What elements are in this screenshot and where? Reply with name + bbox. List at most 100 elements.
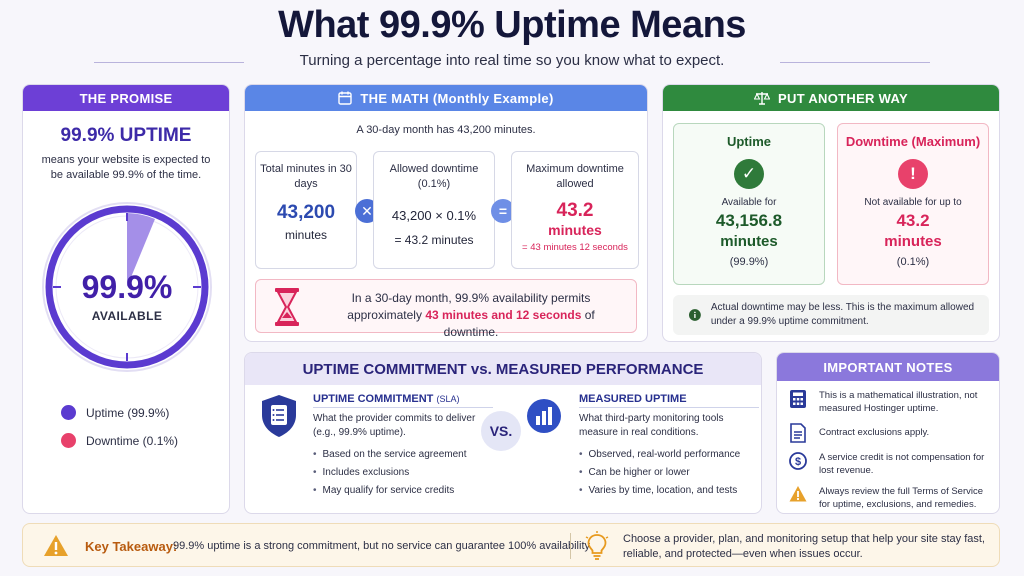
promise-title: 99.9% UPTIME	[60, 125, 192, 146]
another-way-note: Actual downtime may be less. This is the…	[673, 295, 989, 335]
notes-header: IMPORTANT NOTES	[777, 353, 999, 381]
note-item: Always review the full Terms of Service …	[789, 485, 991, 511]
commitment-title-text: UPTIME COMMITMENT	[313, 393, 434, 405]
max-downtime-value: 43.2	[556, 200, 594, 221]
lightbulb-icon	[585, 531, 609, 560]
legend-downtime-label: Downtime (0.1%)	[86, 433, 179, 448]
downtime-card: Downtime (Maximum) ! Not available for u…	[837, 123, 989, 285]
purple-dot-icon	[61, 405, 76, 420]
commitment-title: UPTIME COMMITMENT (SLA)	[313, 393, 493, 408]
list-item: Includes exclusions	[313, 464, 493, 482]
measured-title: MEASURED UPTIME	[579, 393, 759, 408]
dial-value: 99.9%	[81, 269, 173, 305]
note-item: This is a mathematical illustration, not…	[789, 389, 991, 415]
uptime-card-pct: (99.9%)	[729, 256, 769, 268]
calculator-icon	[790, 390, 806, 408]
promise-header: THE PROMISE	[23, 85, 229, 111]
downtime-card-unit: minutes	[884, 233, 942, 250]
another-way-header-label: PUT ANOTHER WAY	[778, 90, 908, 106]
takeaway-label: Key Takeaway:	[85, 539, 178, 554]
downtime-wedge	[127, 213, 155, 287]
another-way-panel: PUT ANOTHER WAY Uptime ✓ Available for 4…	[662, 84, 1000, 342]
summary-text: In a 30-day month, 99.9% availability pe…	[322, 290, 620, 341]
page-subtitle: Turning a percentage into real time so y…	[299, 52, 725, 69]
uptime-card-value: 43,156.8	[715, 211, 783, 230]
check-icon: ✓	[734, 159, 764, 189]
allowed-downtime-result: = 43.2 minutes	[394, 233, 474, 247]
max-downtime-label: Maximum downtime allowed	[526, 163, 624, 190]
max-downtime-box: Maximum downtime allowed 43.2 minutes = …	[511, 151, 639, 269]
exclamation-icon: !	[898, 159, 928, 189]
uptime-card-title: Uptime	[726, 134, 772, 149]
subtitle-divider-right	[780, 62, 930, 63]
comparison-header: UPTIME COMMITMENT vs. MEASURED PERFORMAN…	[245, 353, 761, 385]
promise-text: means your website is expected to be ava…	[41, 154, 211, 181]
list-item: Can be higher or lower	[579, 464, 759, 482]
allowed-downtime-box: Allowed downtime (0.1%) 43,200 × 0.1% = …	[373, 151, 495, 269]
summary-post: of downtime.	[443, 308, 595, 339]
downtime-card-pct: (0.1%)	[896, 256, 930, 268]
note-text: A service credit is not compensation for…	[819, 452, 985, 476]
commitment-title-small: (SLA)	[436, 394, 460, 404]
legend-uptime: Uptime (99.9%)	[61, 405, 169, 420]
commitment-desc: What the provider commits to deliver (e.…	[313, 413, 476, 438]
comparison-panel: UPTIME COMMITMENT vs. MEASURED PERFORMAN…	[244, 352, 762, 514]
total-minutes-unit: minutes	[284, 228, 328, 242]
math-panel: THE MATH (Monthly Example) A 30-day mont…	[244, 84, 648, 342]
max-downtime-unit: minutes	[548, 222, 602, 238]
takeaway-advice: Choose a provider, plan, and monitoring …	[623, 533, 985, 560]
note-text: Always review the full Terms of Service …	[819, 486, 984, 510]
warning-icon	[789, 486, 807, 502]
note-text: Contract exclusions apply.	[819, 427, 930, 438]
svg-text:$: $	[795, 456, 801, 468]
math-header-label: THE MATH (Monthly Example)	[360, 90, 554, 106]
hourglass-icon	[275, 288, 299, 326]
takeaway-divider	[570, 533, 571, 559]
measured-desc: What third-party monitoring tools measur…	[579, 413, 724, 438]
dial-label: AVAILABLE	[91, 309, 163, 323]
commitment-list: Based on the service agreement Includes …	[313, 446, 493, 500]
list-item: Observed, real-world performance	[579, 446, 759, 464]
downtime-card-value: 43.2	[896, 211, 930, 230]
summary-pre: In a 30-day month, 99.9% availability pe…	[347, 291, 591, 322]
commitment-column: UPTIME COMMITMENT (SLA) What the provide…	[313, 393, 493, 500]
another-way-header: PUT ANOTHER WAY	[663, 85, 999, 111]
note-item: Contract exclusions apply.	[789, 423, 991, 443]
takeaway-text: 99.9% uptime is a strong commitment, but…	[173, 540, 593, 552]
bar-chart-icon	[527, 399, 561, 433]
legend-downtime: Downtime (0.1%)	[61, 433, 178, 448]
list-item: Based on the service agreement	[313, 446, 493, 464]
total-minutes-box: Total minutes in 30 days 43,200 minutes	[255, 151, 357, 269]
dollar-icon: $	[789, 452, 807, 470]
math-header: THE MATH (Monthly Example)	[245, 85, 647, 111]
max-downtime-detail: = 43 minutes 12 seconds	[522, 242, 628, 253]
pink-dot-icon	[61, 433, 76, 448]
subtitle-divider-left	[94, 62, 244, 63]
dial-graphic	[42, 202, 212, 372]
downtime-card-title: Downtime (Maximum)	[845, 134, 981, 149]
uptime-card-unit: minutes	[720, 233, 778, 250]
warning-icon	[44, 535, 68, 556]
uptime-dial: 99.9% AVAILABLE	[39, 199, 215, 375]
summary-highlight: 43 minutes and 12 seconds	[425, 308, 582, 322]
measured-column: MEASURED UPTIME What third-party monitor…	[579, 393, 759, 500]
note-item: $ A service credit is not compensation f…	[789, 451, 991, 477]
allowed-downtime-formula: 43,200 × 0.1%	[391, 208, 477, 223]
uptime-card: Uptime ✓ Available for 43,156.8 minutes …	[673, 123, 825, 285]
calendar-icon	[338, 91, 353, 105]
takeaway-bar: Key Takeaway: 99.9% uptime is a strong c…	[22, 523, 1000, 567]
notes-panel: IMPORTANT NOTES This is a mathematical i…	[776, 352, 1000, 514]
downtime-card-caption: Not available for up to	[864, 197, 962, 208]
measured-list: Observed, real-world performance Can be …	[579, 446, 759, 500]
math-intro: A 30-day month has 43,200 minutes.	[356, 124, 536, 136]
total-minutes-value: 43,200	[276, 202, 336, 223]
summary-box: In a 30-day month, 99.9% availability pe…	[255, 279, 637, 339]
note-text: This is a mathematical illustration, not…	[819, 390, 978, 414]
vs-badge: VS.	[481, 411, 521, 451]
promise-header-label: THE PROMISE	[79, 90, 173, 106]
allowed-downtime-label: Allowed downtime (0.1%)	[389, 163, 479, 190]
list-item: Varies by time, location, and tests	[579, 482, 759, 500]
scale-icon	[754, 92, 771, 105]
legend-uptime-label: Uptime (99.9%)	[86, 405, 170, 420]
document-icon	[790, 423, 806, 443]
